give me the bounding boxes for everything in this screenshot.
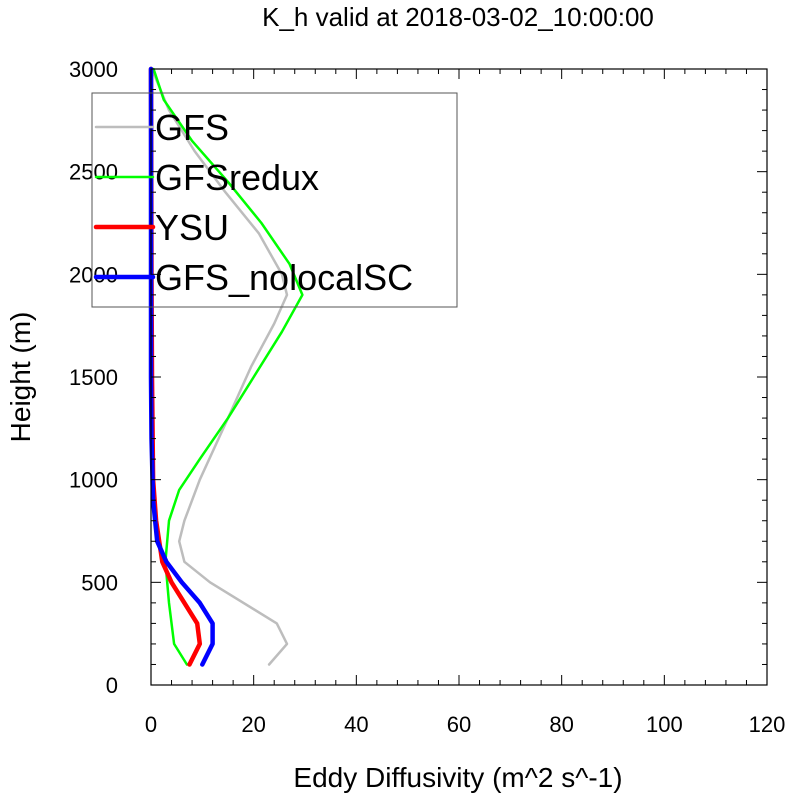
x-tick-label: 40 [344,712,368,737]
y-tick-label: 2500 [69,160,118,185]
legend-label-gfs-nolocalsc: GFS_nolocalSC [155,257,413,298]
legend-label-gfs: GFS [155,107,229,148]
y-tick-label: 500 [81,570,118,595]
y-tick-label: 1000 [69,468,118,493]
series-line-gfs [151,67,289,666]
legend-label-ysu: YSU [155,207,229,248]
y-tick-label: 0 [106,673,118,698]
x-tick-label: 60 [447,712,471,737]
legend-box [91,92,458,308]
x-tick-label: 80 [549,712,573,737]
x-tick-label: 120 [749,712,786,737]
x-axis-label: Eddy Diffusivity (m^2 s^-1) [293,762,622,793]
chart-title: K_h valid at 2018-03-02_10:00:00 [262,2,654,32]
y-tick-label: 1500 [69,365,118,390]
x-tick-label: 100 [646,712,683,737]
x-tick-label: 20 [241,712,265,737]
y-tick-label: 3000 [69,57,118,82]
x-tick-label: 0 [145,712,157,737]
legend-label-gfsredux: GFSredux [155,157,319,198]
y-axis-label: Height (m) [5,312,36,443]
legend: GFS GFSredux YSU GFS_nolocalSC [91,92,458,308]
axis-ticks [150,68,768,686]
